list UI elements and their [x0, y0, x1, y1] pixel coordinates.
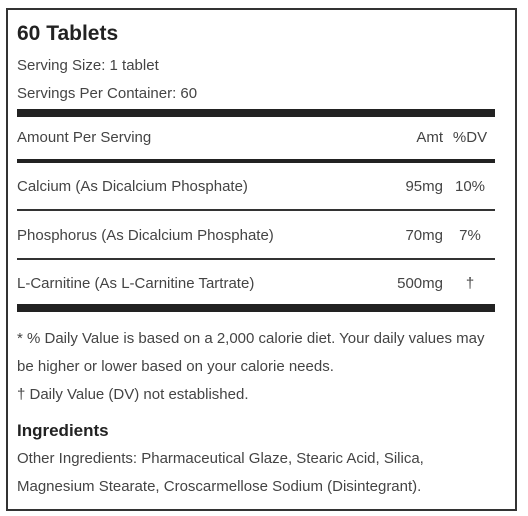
nutrient-dv: 10% — [454, 178, 486, 195]
servings-per-container: Servings Per Container: 60 — [17, 85, 198, 102]
dagger-footnote: † Daily Value (DV) not established. — [17, 386, 249, 403]
footnote-line: be higher or lower based on your calorie… — [17, 358, 334, 375]
nutrient-dv: 7% — [459, 227, 481, 244]
nutrient-name: Phosphorus (As Dicalcium Phosphate) — [17, 227, 274, 244]
ingredients-text: Magnesium Stearate, Croscarmellose Sodiu… — [17, 478, 422, 495]
supplement-facts-panel: 60 Tablets Serving Size: 1 tablet Servin… — [6, 8, 517, 511]
amount-per-serving-label: Amount Per Serving — [17, 129, 152, 146]
nutrient-amount: 500mg — [397, 275, 443, 292]
amt-column-header: Amt — [416, 129, 443, 146]
ingredients-heading: Ingredients — [17, 421, 109, 440]
header-divider — [17, 159, 495, 163]
nutrient-row: Phosphorus (As Dicalcium Phosphate) 70mg… — [17, 227, 495, 249]
row-divider — [17, 258, 495, 260]
table-header-row: Amount Per Serving Amt %DV — [17, 129, 495, 151]
footnote-line: * % Daily Value is based on a 2,000 calo… — [17, 330, 485, 347]
serving-size: Serving Size: 1 tablet — [17, 57, 159, 74]
nutrient-name: Calcium (As Dicalcium Phosphate) — [17, 178, 248, 195]
thick-divider — [17, 109, 495, 117]
nutrient-dv: † — [465, 275, 475, 292]
label-title: 60 Tablets — [17, 22, 119, 45]
nutrient-row: Calcium (As Dicalcium Phosphate) 95mg 10… — [17, 178, 495, 200]
ingredients-text: Other Ingredients: Pharmaceutical Glaze,… — [17, 450, 424, 467]
dv-column-header: %DV — [452, 129, 488, 146]
row-divider — [17, 209, 495, 211]
nutrient-name: L-Carnitine (As L-Carnitine Tartrate) — [17, 275, 255, 292]
nutrient-amount: 70mg — [405, 227, 443, 244]
nutrient-amount: 95mg — [405, 178, 443, 195]
nutrient-row: L-Carnitine (As L-Carnitine Tartrate) 50… — [17, 275, 495, 297]
thick-divider — [17, 304, 495, 312]
